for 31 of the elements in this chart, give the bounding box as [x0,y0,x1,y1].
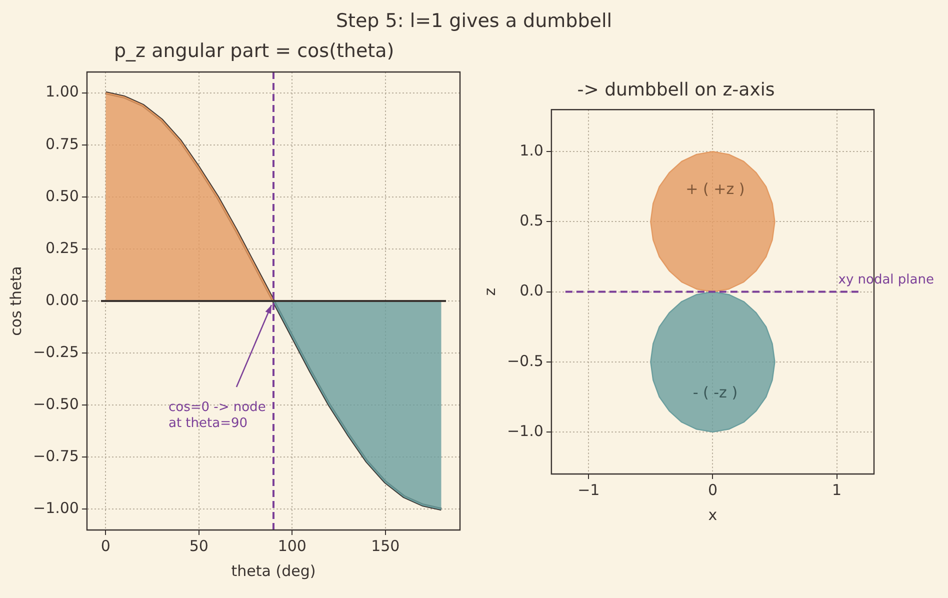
annotation: cos=0 -> node at theta=90 [168,400,266,431]
y-tick-label: 0.25 [46,238,79,257]
y-axis-title: z [480,288,499,296]
chart-subtitle: p_z angular part = cos(theta) [114,40,394,62]
x-tick-label: 0 [708,480,718,499]
chart-title: -> dumbbell on z-axis [577,79,775,100]
y-tick-label: 0.5 [520,212,544,230]
x-tick-label: 0 [100,536,110,555]
y-tick-label: −0.75 [33,447,79,466]
x-axis-title: x [708,506,718,524]
x-tick-label: 100 [278,536,306,555]
y-tick-label: 0.0 [520,282,544,300]
chart-title: Step 5: l=1 gives a dumbbell [334,10,614,32]
y-tick-label: −0.50 [33,394,79,413]
x-tick-label: −1 [578,480,600,499]
y-tick-label: 1.0 [520,142,544,160]
y-tick-label: −1.0 [506,422,544,440]
y-tick-label: 0.75 [46,134,79,153]
y-tick-label: −0.5 [506,352,544,370]
y-tick-label: 1.00 [46,82,79,101]
y-tick-label: −1.00 [33,499,79,518]
annotation: - ( -z ) [692,383,738,402]
annotation: + ( +z ) [686,180,745,198]
x-tick-label: 1 [832,480,842,499]
x-tick-label: 150 [371,536,400,555]
y-tick-label: 0.50 [46,186,79,205]
x-axis-title: theta (deg) [231,562,316,580]
y-axis-title: cos theta [6,266,25,336]
x-tick-label: 50 [189,536,208,555]
y-tick-label: 0.00 [46,290,79,309]
y-tick-label: −0.25 [33,342,79,361]
